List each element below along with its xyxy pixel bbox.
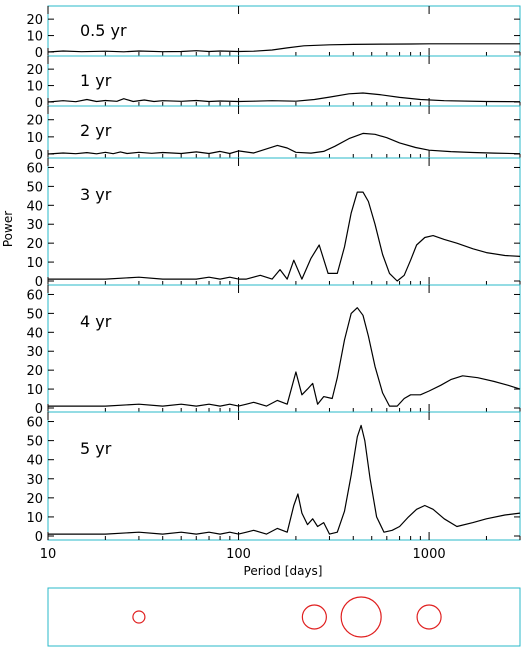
y-tick-label: 30 [26, 473, 43, 488]
panel-3: 0 10 20 30 40 50 60 3 yr [26, 157, 521, 290]
y-tick-label: 20 [26, 13, 43, 28]
panel-label: 0.5 yr [80, 21, 127, 40]
y-tick-label: 40 [26, 199, 43, 214]
panel-label: 2 yr [80, 121, 112, 140]
y-tick-label: 50 [26, 435, 43, 450]
y-tick-label: 20 [26, 63, 43, 78]
panel-label: 4 yr [80, 312, 112, 331]
panel-frame-2 [47, 105, 521, 159]
y-tick-label: 60 [26, 161, 43, 176]
x-tick-label: 10 [40, 547, 57, 562]
panel-frame-5 [47, 411, 521, 541]
panel-5: 0 10 20 30 40 50 60 5 yr [26, 411, 521, 545]
panel-label: 3 yr [80, 185, 112, 204]
y-tick-label: 60 [26, 416, 43, 431]
bubble-panel-frame [47, 587, 521, 647]
y-tick-label: 0 [35, 402, 43, 417]
panel-4: 0 10 20 30 40 50 60 4 yr [26, 284, 521, 417]
panel-frame-1 [47, 55, 521, 107]
y-tick-label: 40 [26, 454, 43, 469]
y-tick-label: 0 [35, 275, 43, 290]
y-tick-label: 0 [35, 46, 43, 61]
y-tick-label: 50 [26, 180, 43, 195]
panel-0: 010 20 0.5 yr [26, 5, 521, 61]
period-circle-0 [132, 610, 146, 624]
y-tick-label: 30 [26, 345, 43, 360]
y-tick-label: 10 [26, 256, 43, 271]
x-axis-label: Period [days] [244, 564, 323, 578]
x-tick-label: 100 [226, 547, 251, 562]
y-tick-label: 60 [26, 288, 43, 303]
panel-label: 5 yr [80, 439, 112, 458]
y-tick-label: 40 [26, 326, 43, 341]
y-tick-label: 10 [26, 131, 43, 146]
x-axis: 10 100 1000 [40, 547, 446, 562]
y-tick-label: 30 [26, 218, 43, 233]
period-circle-2 [340, 596, 382, 638]
power-curve-2 [47, 132, 521, 155]
power-curve-4 [48, 307, 521, 407]
y-tick-label: 0 [35, 96, 43, 111]
period-circle-1 [301, 604, 327, 630]
panel-frame-4 [47, 284, 521, 413]
y-tick-label: 10 [26, 383, 43, 398]
y-tick-label: 20 [26, 364, 43, 379]
x-tick-label: 1000 [413, 547, 446, 562]
period-circle-3 [416, 604, 442, 630]
panel-label: 1 yr [80, 71, 112, 90]
y-tick-label: 20 [26, 114, 43, 129]
power-curve-5 [48, 424, 521, 535]
power-curve-1 [47, 92, 521, 103]
panel-1: 010 20 1 yr [26, 55, 521, 111]
y-tick-label: 20 [26, 237, 43, 252]
y-tick-label: 10 [26, 80, 43, 95]
y-tick-label: 50 [26, 307, 43, 322]
panel-2: 0 10 20 2 yr [26, 105, 521, 163]
y-tick-label: 20 [26, 492, 43, 507]
y-tick-label: 0 [35, 530, 43, 545]
y-axis-label: Power [1, 211, 15, 247]
y-tick-label: 0 [35, 148, 43, 163]
bubble-panel [47, 587, 521, 647]
power-curve-3 [48, 191, 521, 282]
y-tick-label: 10 [26, 30, 43, 45]
power-curve-0 [47, 43, 520, 53]
panel-frame-3 [47, 157, 521, 286]
y-tick-label: 10 [26, 511, 43, 526]
